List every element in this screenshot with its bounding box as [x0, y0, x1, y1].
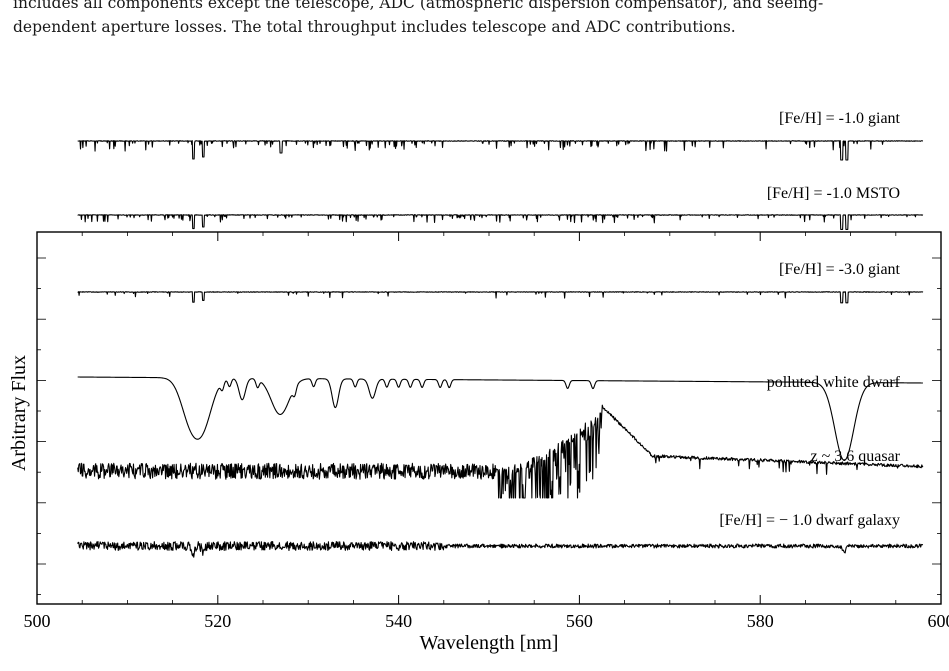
series-label: polluted white dwarf: [767, 374, 901, 391]
series-label: [Fe/H] = -3.0 giant: [779, 261, 901, 278]
x-tick-label: 600: [928, 611, 949, 631]
x-tick-label: 520: [204, 611, 231, 631]
series-label: [Fe/H] = − 1.0 dwarf galaxy: [719, 512, 900, 529]
spectrum-line: [77, 376, 923, 461]
caption-line-1: includes all components except the teles…: [13, 0, 824, 12]
series-label: z ~ 3.6 quasar: [810, 448, 900, 465]
series-label: [Fe/H] = -1.0 giant: [779, 110, 901, 127]
x-tick-label: 540: [385, 611, 412, 631]
spectrum-line: [77, 140, 924, 161]
figure-caption: includes all components except the teles…: [13, 0, 938, 39]
spectrum-line: [77, 214, 924, 230]
spectrum-line: [77, 404, 924, 499]
x-tick-label: 560: [566, 611, 593, 631]
spectrum-line: [77, 291, 924, 304]
x-tick-label: 580: [747, 611, 774, 631]
x-tick-label: 500: [24, 611, 51, 631]
series-labels: [Fe/H] = -1.0 giant [Fe/H] = -1.0 MSTO [Fe…: [719, 110, 900, 529]
x-axis-label: Wavelength [nm]: [420, 632, 559, 654]
spectrum-line: [77, 541, 924, 558]
axis-ticks: 500 520 540 560 580 600: [24, 232, 949, 631]
series-label: [Fe/H] = -1.0 MSTO: [767, 185, 900, 202]
caption-line-2: dependent aperture losses. The total thr…: [13, 18, 736, 36]
y-axis-label: Arbitrary Flux: [8, 355, 30, 471]
spectra-group: [77, 140, 924, 558]
